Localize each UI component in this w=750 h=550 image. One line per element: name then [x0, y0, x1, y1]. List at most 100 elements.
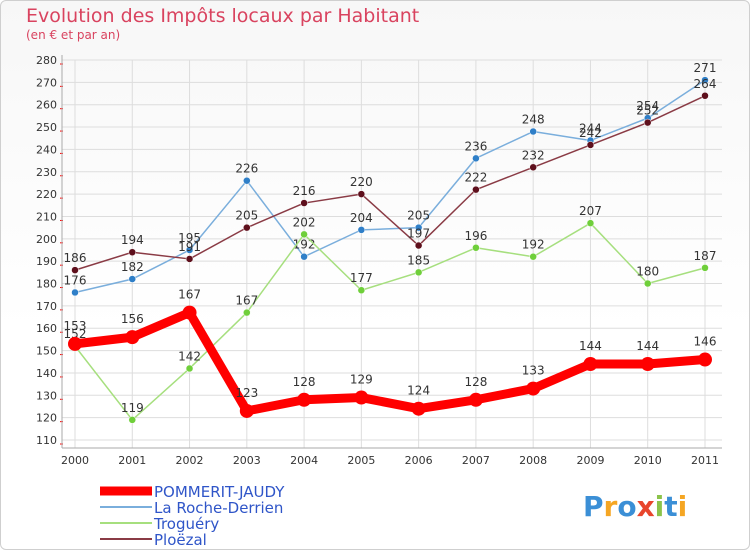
data-point [414, 241, 423, 250]
data-label: 252 [636, 104, 659, 118]
data-point [243, 176, 251, 185]
data-point [243, 223, 251, 232]
y-tick-label: 220 [36, 188, 57, 201]
data-point [182, 305, 197, 320]
y-tick-label: 170 [36, 300, 57, 313]
series-trogu-ry: 152 119 142 167 202 177 185 196 192 207 180 187 [64, 204, 716, 424]
data-point [701, 264, 709, 272]
data-label: 144 [636, 339, 659, 353]
data-point [414, 268, 423, 277]
data-point [300, 252, 308, 261]
data-label: 248 [522, 113, 545, 127]
data-label: 123 [235, 386, 258, 400]
data-point [468, 392, 483, 407]
x-tick-label: 2011 [691, 454, 719, 467]
y-tick-label: 210 [36, 210, 57, 223]
data-point [583, 357, 598, 371]
data-label: 185 [407, 253, 430, 267]
axes: 110 120 130 140 150 160 170 180 190 200 210 220 230 2… [36, 54, 722, 467]
data-point [701, 92, 709, 100]
data-point [354, 390, 369, 405]
data-point [71, 266, 79, 274]
data-label: 242 [579, 126, 602, 140]
data-label: 195 [178, 231, 201, 245]
data-point [185, 246, 194, 254]
data-point [643, 118, 652, 127]
data-label: 196 [464, 229, 487, 243]
data-label: 194 [121, 233, 144, 247]
data-point [529, 252, 537, 261]
data-point [239, 403, 254, 418]
data-point [125, 330, 140, 345]
data-point [414, 223, 423, 232]
data-point [643, 279, 652, 288]
data-label: 133 [522, 364, 545, 378]
data-label: 191 [178, 240, 201, 254]
data-point [128, 416, 137, 424]
data-label: 220 [350, 175, 373, 189]
data-label: 144 [579, 339, 602, 353]
x-tick-label: 2010 [634, 454, 662, 467]
data-label: 244 [579, 121, 602, 135]
data-label: 129 [350, 373, 373, 387]
x-tick-label: 2001 [118, 454, 146, 467]
y-tick-label: 270 [36, 76, 57, 89]
data-point [128, 275, 137, 283]
series-plo-zal: 186 194 191 205 216 220 197 222 232 242 252 264 [64, 77, 716, 274]
legend-label: Troguéry [153, 515, 219, 533]
data-point [185, 364, 194, 373]
x-tick-label: 2007 [462, 454, 490, 467]
data-point [472, 185, 480, 194]
legend-label: La Roche-Derrien [154, 499, 283, 517]
y-tick-label: 160 [36, 322, 57, 335]
data-label: 192 [522, 238, 545, 252]
data-label: 232 [522, 148, 545, 162]
data-point [701, 76, 709, 84]
data-point [357, 286, 366, 294]
series-line [74, 222, 706, 421]
y-tick-label: 200 [36, 233, 57, 246]
grid [62, 59, 722, 448]
data-point [411, 401, 426, 416]
data-label: 205 [407, 209, 430, 223]
data-label: 186 [64, 251, 87, 265]
chart-subtitle: (en € et par an) [26, 28, 120, 42]
legend-label: Ploëzal [154, 531, 207, 549]
data-label: 254 [636, 99, 659, 113]
y-tick-label: 110 [36, 434, 57, 447]
data-point [357, 226, 366, 234]
y-tick-label: 260 [36, 99, 57, 112]
x-tick-label: 2005 [347, 454, 375, 467]
x-tick-label: 2006 [405, 454, 433, 467]
data-point [586, 141, 595, 149]
series-line [74, 95, 706, 271]
data-label: 222 [464, 171, 487, 185]
y-tick-label: 230 [36, 166, 57, 179]
data-label: 128 [293, 375, 316, 389]
y-tick-label: 240 [36, 143, 57, 156]
series-line [74, 79, 706, 294]
data-point [71, 288, 79, 297]
data-label: 182 [121, 260, 144, 274]
data-point [640, 357, 655, 371]
data-point [526, 381, 541, 396]
data-label: 167 [235, 294, 258, 308]
x-tick-label: 2002 [176, 454, 204, 467]
data-point [185, 255, 194, 263]
data-label: 152 [64, 327, 87, 341]
data-label: 205 [235, 209, 258, 223]
data-label: 146 [694, 335, 717, 349]
legend-label: POMMERIT-JAUDY [154, 483, 285, 501]
data-label: 216 [293, 184, 316, 198]
data-label: 119 [121, 401, 144, 415]
y-tick-label: 190 [36, 255, 57, 268]
series-line [70, 308, 710, 416]
x-tick-label: 2000 [61, 454, 89, 467]
data-point [472, 154, 480, 163]
chart-title: Evolution des Impôts locaux par Habitant [26, 5, 419, 27]
y-tick-label: 120 [36, 412, 57, 425]
data-label: 167 [178, 288, 201, 302]
data-label: 180 [636, 265, 659, 279]
